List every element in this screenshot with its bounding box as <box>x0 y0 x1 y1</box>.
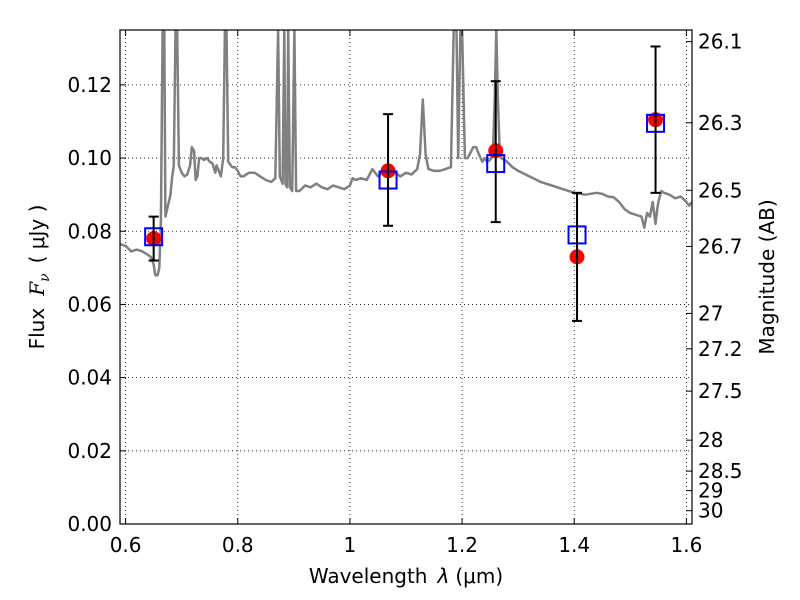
y2-tick-label: 28.5 <box>698 459 743 483</box>
y-tick-label: 0.00 <box>67 512 112 536</box>
y2-tick-label: 26.3 <box>698 111 743 135</box>
plot-frame <box>119 29 693 525</box>
y-tick-label: 0.02 <box>67 439 112 463</box>
x-tick-label: 1.6 <box>670 533 702 557</box>
y2-tick-label: 26.1 <box>698 30 743 54</box>
y2-tick-label: 27.2 <box>698 337 743 361</box>
y-axis-label-unit: ( μJy ) <box>25 205 49 264</box>
y-tick-label: 0.12 <box>67 73 112 97</box>
x-axis-label-unit: (μm) <box>455 564 503 588</box>
x-axis-label-prefix: Wavelength <box>309 564 428 588</box>
y-tick-label: 0.06 <box>67 292 112 316</box>
y-tick-label: 0.08 <box>67 219 112 243</box>
x-tick-label: 0.8 <box>222 533 254 557</box>
x-axis-label-symbol: λ <box>437 564 450 588</box>
x-axis-ticks: 0.6 0.8 1 1.2 1.4 1.6 <box>110 30 702 557</box>
y-tick-label: 0.04 <box>67 366 112 390</box>
x-tick-label: 0.6 <box>110 533 142 557</box>
y2-tick-label: 26.5 <box>698 178 743 202</box>
x-axis-label: Wavelength λ (μm) <box>309 564 503 588</box>
x-tick-label: 1 <box>344 533 357 557</box>
y-axis-label-prefix: Flux <box>25 308 49 350</box>
y-axis-label: Flux Fν ( μJy ) <box>25 205 53 350</box>
y-tick-label: 0.10 <box>67 146 112 170</box>
y2-tick-label: 28 <box>698 428 723 452</box>
y2-tick-label: 27 <box>698 301 723 325</box>
y-axis-label-symbol: F <box>25 281 49 297</box>
y-axis-ticks: 0.00 0.02 0.04 0.06 0.08 0.10 0.12 <box>67 73 126 536</box>
y-axis-label-subscript: ν <box>37 273 53 282</box>
axes-frame <box>119 29 693 525</box>
plot-marks <box>120 30 692 322</box>
x-tick-label: 1.2 <box>446 533 478 557</box>
plot-background <box>120 30 692 524</box>
y2-tick-label: 30 <box>698 499 723 523</box>
y2-tick-label: 26.7 <box>698 234 743 258</box>
y2-tick-label: 29 <box>698 479 723 503</box>
y2-tick-label: 27.5 <box>698 379 743 403</box>
y2-axis-label: Magnitude (AB) <box>755 199 779 354</box>
x-tick-label: 1.4 <box>558 533 590 557</box>
